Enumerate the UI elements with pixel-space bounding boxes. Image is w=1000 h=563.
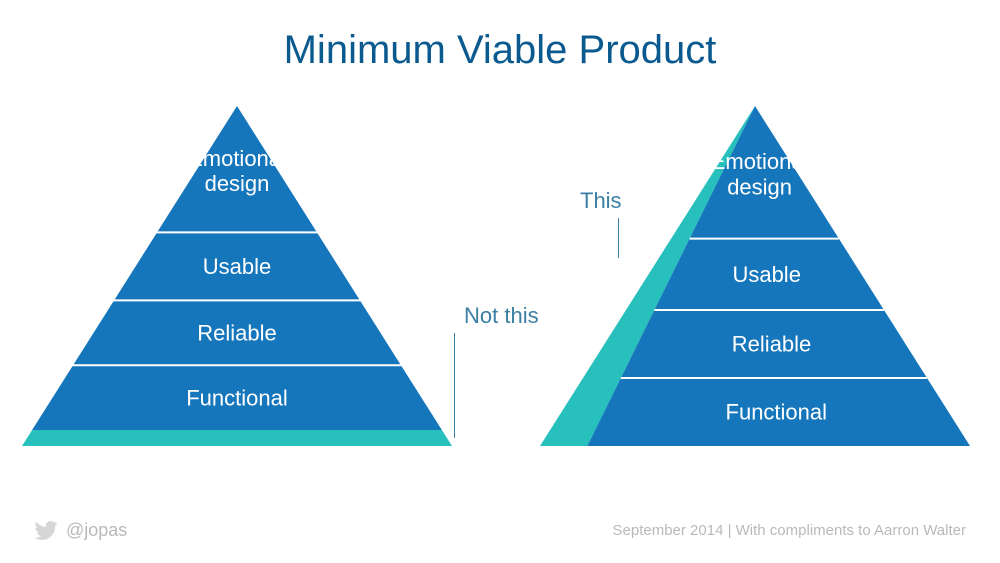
- pyramid-right: EmotionaldesignUsableReliableFunctional: [540, 106, 970, 446]
- pyramid-layer-label: Reliable: [732, 332, 812, 357]
- twitter-handle: @jopas: [34, 520, 127, 541]
- pyramid-layer-label: Usable: [203, 254, 271, 279]
- annotation-not-this: Not this: [464, 303, 539, 329]
- pyramid-layer-label: Functional: [726, 400, 828, 425]
- pyramid-right-svg: EmotionaldesignUsableReliableFunctional: [540, 106, 970, 446]
- page-title: Minimum Viable Product: [0, 28, 1000, 73]
- annotation-this: This: [580, 188, 622, 214]
- pyramid-left: EmotionaldesignUsableReliableFunctional: [22, 106, 452, 446]
- pyramid-left-svg: EmotionaldesignUsableReliableFunctional: [22, 106, 452, 446]
- pyramid-layer-label: Reliable: [197, 321, 277, 346]
- footer: @jopas September 2014 | With compliments…: [34, 520, 966, 541]
- pyramid-layer-label: Functional: [186, 385, 288, 410]
- annotation-this-line: [618, 218, 619, 258]
- footer-credit: September 2014 | With compliments to Aar…: [613, 522, 967, 539]
- annotation-not-this-line: [454, 333, 455, 438]
- pyramid-layer-label: Usable: [732, 262, 800, 287]
- twitter-icon: [34, 521, 58, 541]
- twitter-handle-text: @jopas: [66, 520, 127, 541]
